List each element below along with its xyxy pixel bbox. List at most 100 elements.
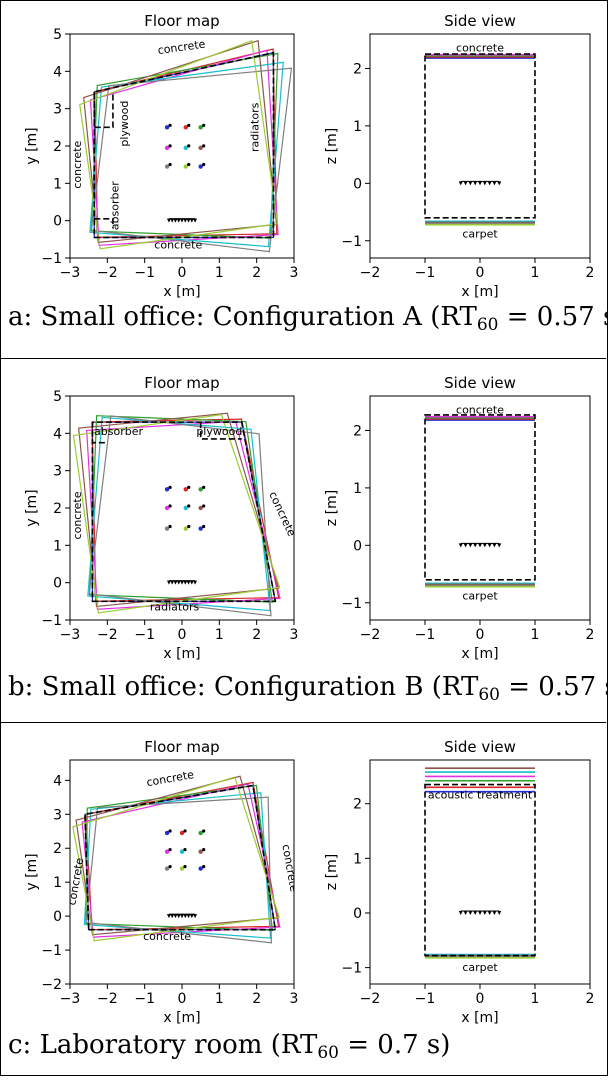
y-axis-label: y [m]	[24, 127, 40, 164]
row-c: concrete concrete concrete concrete Floor ma…	[0, 726, 606, 1090]
chart-a-floor: concrete plywood radiators concrete absorber…	[24, 12, 298, 300]
source-point-true	[202, 865, 206, 869]
y-tick-label: 5	[53, 27, 62, 43]
source-point-true	[187, 504, 191, 508]
y-tick-label: 0	[353, 906, 362, 922]
caption-b-suffix: = 0.57 s)	[508, 672, 608, 702]
caption-c-sub: 60	[317, 1043, 339, 1063]
source-point-true	[202, 829, 206, 833]
y-tick-label: 3	[53, 102, 62, 118]
y-tick-label: −2	[41, 977, 62, 993]
room-annotation: concrete	[71, 140, 84, 188]
separator-1	[0, 358, 606, 359]
source-point	[164, 145, 170, 151]
array-mic	[166, 914, 171, 919]
x-tick-label: −3	[60, 265, 81, 281]
room-annotation: absorber	[94, 425, 143, 438]
axes-frame	[69, 33, 295, 259]
wall-panel	[199, 422, 242, 440]
x-tick-label: −2	[360, 991, 381, 1007]
row-b: absorber plywood concrete concrete radiators…	[0, 362, 608, 726]
room-annotation: plywood	[196, 425, 242, 438]
array-mic	[189, 914, 194, 919]
array-mic	[193, 580, 198, 585]
source-point	[164, 164, 170, 169]
x-axis-label: x [m]	[163, 1010, 200, 1026]
array-mic	[170, 580, 175, 585]
array-mic	[492, 181, 497, 186]
array-mic	[189, 218, 194, 223]
x-tick-label: −3	[60, 991, 81, 1007]
caption-c-prefix: c: Laboratory room (RT	[8, 1030, 318, 1060]
caption-b-prefix: b: Small office: Configuration B (RT	[8, 672, 479, 702]
axes-frame	[369, 33, 591, 259]
axes-frame	[69, 395, 295, 621]
x-tick-label: 2	[586, 265, 595, 281]
array-mic	[180, 218, 184, 223]
array-mic	[183, 218, 188, 223]
x-tick-label: 2	[252, 991, 261, 1007]
array-mic	[193, 914, 198, 919]
array-mic	[497, 181, 502, 186]
x-tick-label: 0	[476, 991, 485, 1007]
array-mic	[173, 580, 178, 585]
axes-frame	[69, 759, 295, 985]
chart-title: Floor map	[144, 738, 219, 756]
x-tick-label: 1	[531, 265, 540, 281]
source-point	[183, 164, 188, 169]
array-mic	[478, 543, 482, 548]
source-point-true	[168, 865, 172, 869]
source-point-true	[202, 485, 206, 489]
array-mic	[458, 543, 463, 548]
array-mic	[473, 910, 478, 915]
source-point	[179, 849, 185, 854]
array-mic	[186, 580, 191, 585]
y-tick-label: −1	[341, 234, 362, 250]
row-b-charts: absorber plywood concrete concrete radiators…	[24, 374, 594, 662]
array-mic	[497, 910, 502, 915]
x-tick-label: 1	[215, 265, 224, 281]
source-point	[183, 526, 188, 531]
y-tick-label: 2	[353, 797, 362, 813]
array-mic	[473, 181, 478, 186]
axes-frame	[369, 395, 591, 621]
array-mic	[482, 543, 487, 548]
true-room-side	[424, 783, 536, 957]
y-tick-label: 1	[353, 851, 362, 867]
source-point-true	[187, 485, 191, 489]
y-tick-label: 2	[353, 423, 362, 439]
source-point	[183, 125, 188, 130]
plot-area: concrete carpet	[424, 42, 536, 241]
estimated-room	[85, 796, 272, 944]
x-tick-label: 0	[178, 991, 187, 1007]
chart-a-side: concrete carpet Side view −2 −1 0 1 2 −1 0 1 2 x [m]…	[324, 12, 594, 300]
x-tick-label: 3	[290, 265, 299, 281]
array-mic	[492, 543, 497, 548]
y-tick-label: 3	[53, 807, 62, 823]
y-tick-label: −1	[341, 961, 362, 977]
true-room-side	[424, 53, 536, 219]
y-tick-label: −1	[41, 943, 62, 959]
source-point-true	[168, 524, 172, 529]
array-mic	[482, 910, 487, 915]
array-mic	[189, 580, 194, 585]
chart-title: Floor map	[144, 374, 219, 392]
source-point	[198, 164, 203, 169]
source-point	[164, 487, 170, 492]
chart-title: Side view	[444, 12, 516, 30]
room-annotation: concrete	[279, 843, 300, 893]
caption-a-suffix: = 0.57 s)	[506, 302, 608, 332]
source-point	[164, 849, 170, 854]
estimated-room	[94, 48, 278, 238]
source-point-true	[187, 144, 191, 148]
x-tick-label: −2	[360, 627, 381, 643]
x-tick-label: −1	[415, 265, 436, 281]
array-mic	[463, 910, 468, 915]
true-room	[93, 51, 275, 239]
source-point	[179, 866, 185, 871]
x-tick-label: 0	[178, 265, 187, 281]
x-tick-label: −1	[134, 627, 155, 643]
